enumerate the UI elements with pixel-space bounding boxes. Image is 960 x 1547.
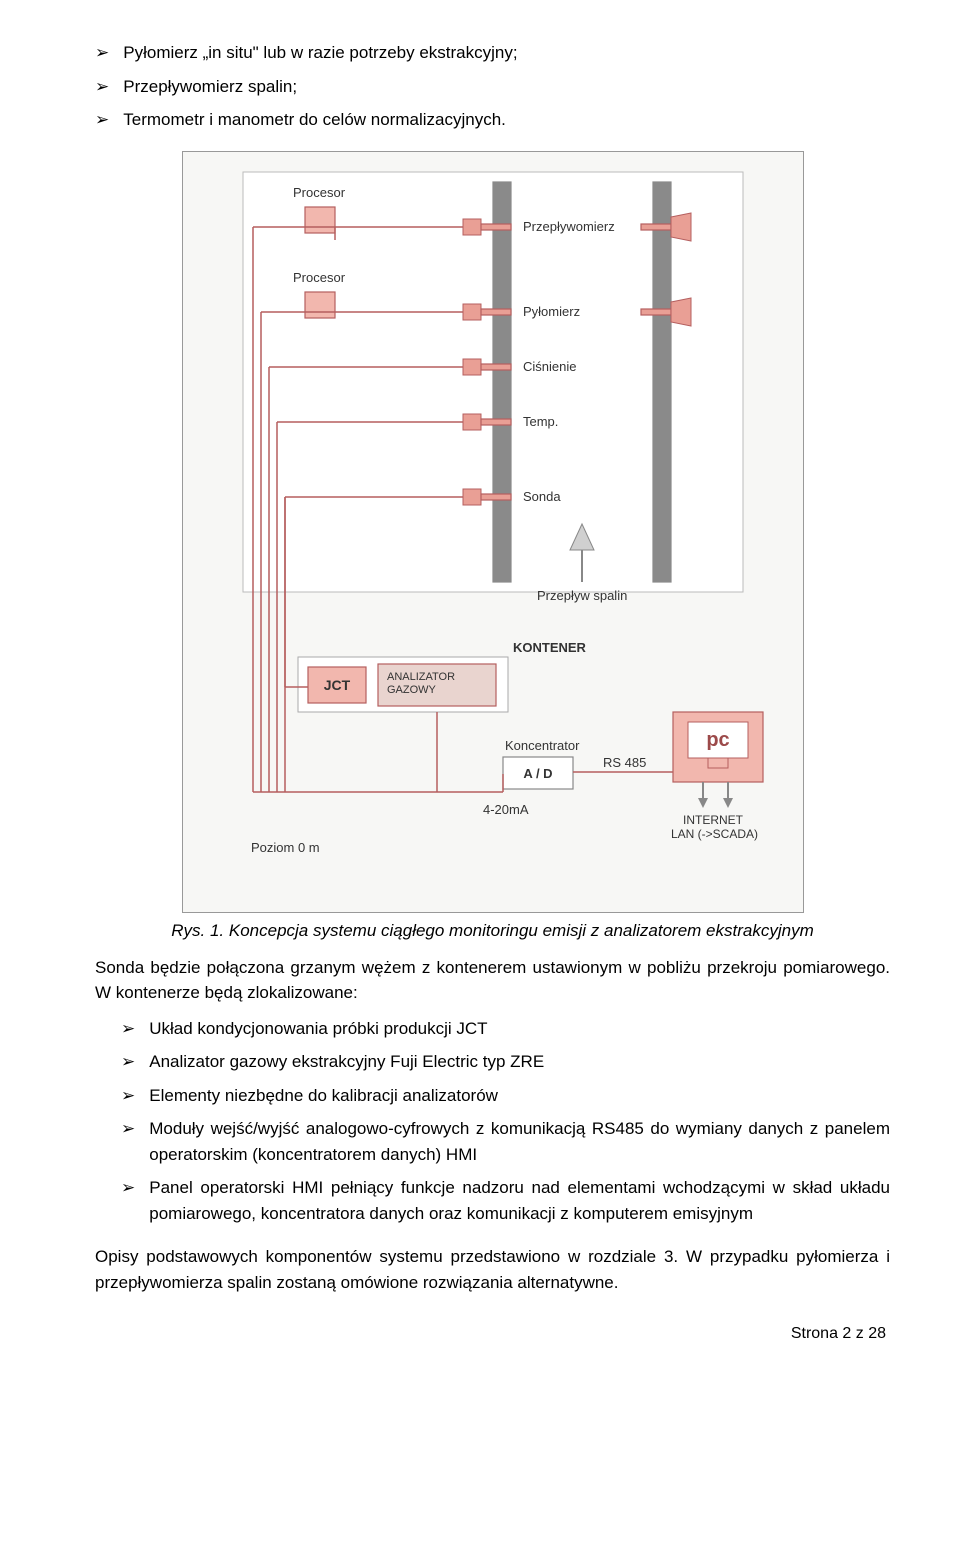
svg-text:Procesor: Procesor [293,185,346,200]
arrow-icon: ➢ [121,1116,135,1142]
system-diagram: Procesor Procesor Przepływomierz Pyłomierz C… [182,151,804,913]
arrow-icon: ➢ [95,107,109,133]
bullet-text: Układ kondycjonowania próbki produkcji J… [149,1016,890,1042]
bullet-text: Panel operatorski HMI pełniący funkcje n… [149,1175,890,1226]
paragraph-2: Opisy podstawowych komponentów systemu p… [95,1244,890,1295]
diagram-container: Procesor Procesor Przepływomierz Pyłomierz C… [95,151,890,913]
bullet-item: ➢ Układ kondycjonowania próbki produkcji … [121,1016,890,1042]
svg-text:pc: pc [706,729,729,751]
svg-text:LAN (->SCADA): LAN (->SCADA) [671,827,758,841]
svg-text:JCT: JCT [323,677,350,693]
bullet-item: ➢ Termometr i manometr do celów normaliza… [95,107,890,133]
svg-text:Ciśnienie: Ciśnienie [523,359,576,374]
page-footer: Strona 2 z 28 [95,1325,890,1343]
arrow-icon: ➢ [121,1049,135,1075]
svg-text:Przepływ spalin: Przepływ spalin [537,588,627,603]
arrow-icon: ➢ [121,1083,135,1109]
bullet-item: ➢ Przepływomierz spalin; [95,74,890,100]
arrow-icon: ➢ [121,1016,135,1042]
bullet-text: Pyłomierz „in situ" lub w razie potrzeby… [123,40,890,66]
bullet-item: ➢ Panel operatorski HMI pełniący funkcje … [121,1175,890,1226]
svg-text:RS 485: RS 485 [603,755,646,770]
svg-text:Pyłomierz: Pyłomierz [523,304,580,319]
svg-text:INTERNET: INTERNET [683,813,744,827]
svg-text:Sonda: Sonda [523,489,561,504]
bullet-item: ➢ Pyłomierz „in situ" lub w razie potrzeb… [95,40,890,66]
page-number: Strona 2 z 28 [791,1325,886,1342]
svg-text:Temp.: Temp. [523,414,558,429]
figure-caption: Rys. 1. Koncepcja systemu ciągłego monit… [95,921,890,941]
arrow-icon: ➢ [95,40,109,66]
svg-text:4-20mA: 4-20mA [483,802,529,817]
bullet-text: Elementy niezbędne do kalibracji analiza… [149,1083,890,1109]
svg-text:Przepływomierz: Przepływomierz [523,219,615,234]
bullet-text: Moduły wejść/wyjść analogowo-cyfrowych z… [149,1116,890,1167]
svg-text:Koncentrator: Koncentrator [505,738,580,753]
bullet-item: ➢ Elementy niezbędne do kalibracji analiz… [121,1083,890,1109]
bullet-text: Termometr i manometr do celów normalizac… [123,107,890,133]
bullet-text: Analizator gazowy ekstrakcyjny Fuji Elec… [149,1049,890,1075]
arrow-icon: ➢ [95,74,109,100]
paragraph-1: Sonda będzie połączona grzanym wężem z k… [95,955,890,1006]
bullet-item: ➢ Moduły wejść/wyjść analogowo-cyfrowych … [121,1116,890,1167]
svg-text:Procesor: Procesor [293,270,346,285]
mid-bullet-list: ➢ Układ kondycjonowania próbki produkcji … [95,1016,890,1227]
svg-text:A / D: A / D [523,766,552,781]
svg-text:KONTENER: KONTENER [513,640,587,655]
top-bullet-list: ➢ Pyłomierz „in situ" lub w razie potrzeb… [95,40,890,133]
svg-text:Poziom 0 m: Poziom 0 m [251,840,320,855]
bullet-text: Przepływomierz spalin; [123,74,890,100]
bullet-item: ➢ Analizator gazowy ekstrakcyjny Fuji Ele… [121,1049,890,1075]
arrow-icon: ➢ [121,1175,135,1201]
